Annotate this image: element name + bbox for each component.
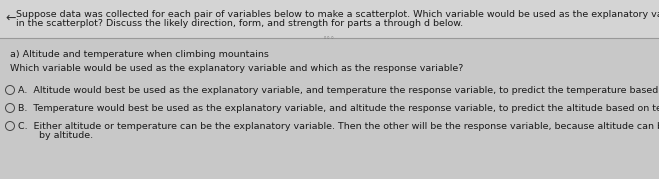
Text: a) Altitude and temperature when climbing mountains: a) Altitude and temperature when climbin… <box>10 50 269 59</box>
Text: by altitude.: by altitude. <box>18 131 93 140</box>
Text: B.  Temperature would best be used as the explanatory variable, and altitude the: B. Temperature would best be used as the… <box>18 104 659 113</box>
Text: ←: ← <box>5 11 16 25</box>
Text: in the scatterplot? Discuss the likely direction, form, and strength for parts a: in the scatterplot? Discuss the likely d… <box>16 19 463 28</box>
Text: Suppose data was collected for each pair of variables below to make a scatterplo: Suppose data was collected for each pair… <box>16 10 659 19</box>
Text: C.  Either altitude or temperature can be the explanatory variable. Then the oth: C. Either altitude or temperature can be… <box>18 122 659 131</box>
Text: Which variable would be used as the explanatory variable and which as the respon: Which variable would be used as the expl… <box>10 64 463 73</box>
Bar <box>0 38 659 179</box>
Text: A.  Altitude would best be used as the explanatory variable, and temperature the: A. Altitude would best be used as the ex… <box>18 86 659 95</box>
Text: ◦◦◦: ◦◦◦ <box>323 35 335 41</box>
Bar <box>0 0 659 38</box>
